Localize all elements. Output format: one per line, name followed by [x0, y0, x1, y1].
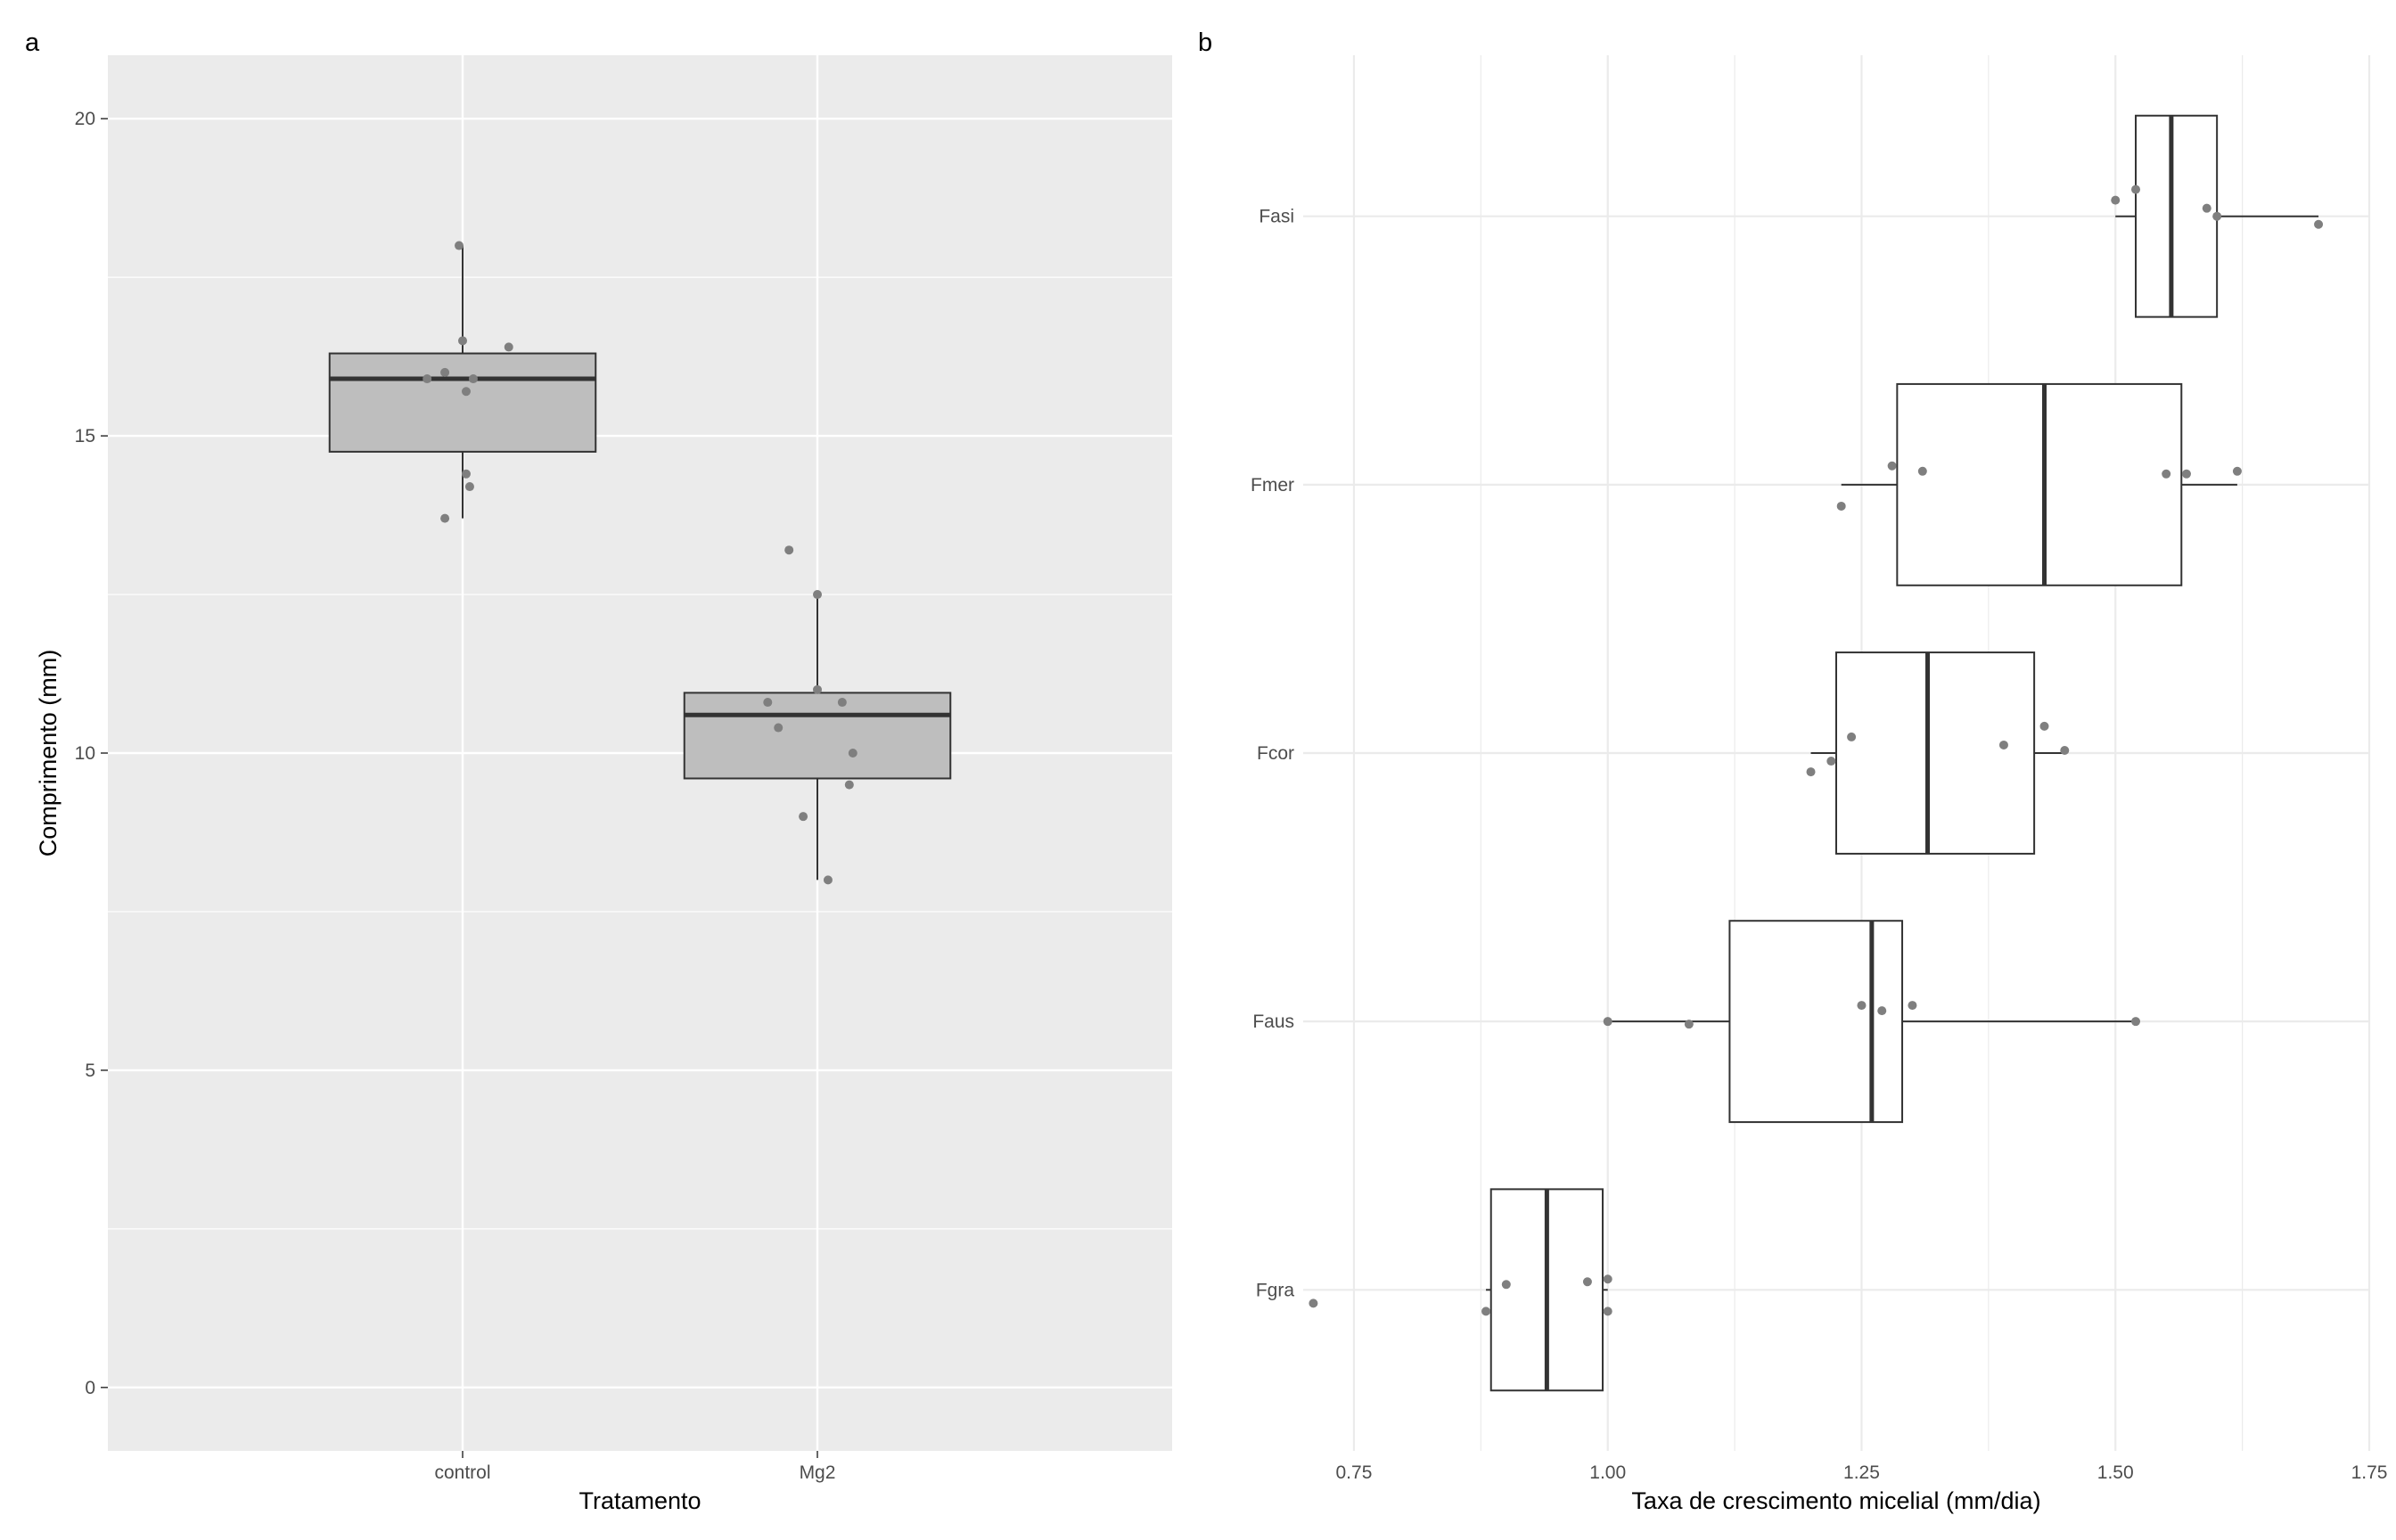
- panel-a-y-axis-ticks: 0 5 10 15 20: [75, 109, 108, 1398]
- data-point: [440, 513, 450, 523]
- y-tick-label: Faus: [1252, 1012, 1294, 1032]
- data-point: [1826, 757, 1836, 766]
- data-point: [813, 590, 822, 600]
- x-tick-label: 1.75: [2351, 1462, 2388, 1483]
- data-point: [464, 482, 474, 492]
- box-Fasi: [2115, 114, 2319, 318]
- data-point: [1806, 767, 1816, 777]
- box-iqr: [683, 692, 952, 780]
- data-point: [423, 374, 432, 384]
- y-tick-label: 15: [75, 426, 95, 446]
- data-point: [763, 698, 773, 708]
- panel-a-tag: a: [25, 29, 40, 57]
- box-iqr: [2135, 114, 2219, 318]
- y-tick-label: 20: [75, 109, 95, 129]
- data-point: [848, 749, 857, 758]
- x-tick-label: Mg2: [800, 1462, 836, 1483]
- data-point: [2039, 721, 2049, 731]
- data-point: [468, 374, 478, 384]
- data-point: [1481, 1307, 1491, 1316]
- data-point: [1847, 732, 1857, 741]
- box-iqr: [1896, 382, 2183, 586]
- panel-b-boxes: [1486, 114, 2319, 1392]
- data-point: [774, 723, 784, 733]
- x-tick-label: 1.50: [2097, 1462, 2134, 1483]
- data-point: [1857, 1001, 1867, 1011]
- data-point: [1603, 1307, 1612, 1316]
- x-tick-label: 0.75: [1336, 1462, 1373, 1483]
- x-tick-label: control: [434, 1462, 490, 1483]
- data-point: [1908, 1001, 1917, 1011]
- data-point: [799, 812, 808, 822]
- y-tick-label: 5: [85, 1061, 95, 1081]
- data-point: [1877, 1006, 1887, 1016]
- x-tick-label: 1.00: [1589, 1462, 1626, 1483]
- panel-b-y-axis-ticks: Fgra Faus Fcor Fmer Fasi: [1251, 207, 1294, 1301]
- data-point: [1998, 740, 2008, 750]
- panel-a-x-axis-title: Tratamento: [578, 1487, 701, 1514]
- data-point: [2131, 1017, 2141, 1027]
- data-point: [1309, 1298, 1318, 1308]
- panel-a-boxplot: a 0 5 10 15 20 control Mg2 Tratamento Comprim…: [25, 29, 1172, 1514]
- data-point: [2232, 466, 2242, 476]
- box-Fmer: [1841, 382, 2237, 586]
- box-Mg2: [683, 594, 952, 881]
- panel-a-x-axis-ticks: control Mg2: [434, 1451, 835, 1483]
- panel-a-boxes: [328, 245, 952, 881]
- data-point: [1917, 466, 1927, 476]
- box-Fcor: [1810, 651, 2065, 855]
- y-tick-label: Fmer: [1251, 475, 1294, 496]
- box-Faus: [1607, 920, 2137, 1124]
- data-point: [837, 698, 847, 708]
- data-point: [823, 875, 833, 885]
- y-tick-label: Fcor: [1257, 743, 1294, 764]
- x-tick-label: 1.25: [1843, 1462, 1880, 1483]
- panel-a-y-axis-title: Comprimento (mm): [35, 650, 62, 857]
- data-point: [2060, 745, 2070, 755]
- data-point: [461, 469, 471, 479]
- data-point: [2202, 203, 2211, 213]
- data-point: [813, 684, 822, 694]
- box-iqr: [1835, 651, 2036, 855]
- data-point: [784, 545, 794, 555]
- data-point: [504, 342, 513, 352]
- data-point: [2314, 219, 2324, 229]
- panel-b-x-axis-title: Taxa de crescimento micelial (mm/dia): [1631, 1487, 2040, 1514]
- y-tick-label: 0: [85, 1378, 95, 1398]
- data-point: [1887, 461, 1897, 471]
- box-Fgra: [1486, 1188, 1608, 1392]
- panel-b-tag: b: [1198, 29, 1212, 57]
- data-point: [455, 241, 464, 250]
- data-point: [2162, 469, 2171, 479]
- panel-b-x-axis-ticks: 0.75 1.00 1.25 1.50 1.75: [1336, 1462, 2388, 1483]
- data-point: [1684, 1020, 1694, 1029]
- panel-b-boxplot: b Fgra Faus Fcor Fmer Fasi 0.75 1.00 1.25 1.50 1…: [1198, 29, 2387, 1514]
- y-tick-label: Fgra: [1256, 1280, 1295, 1300]
- data-point: [1603, 1017, 1612, 1027]
- data-point: [1501, 1280, 1511, 1290]
- data-point: [844, 780, 854, 790]
- box-control: [328, 245, 597, 519]
- data-point: [461, 387, 471, 397]
- data-point: [1836, 501, 1846, 511]
- box-iqr: [328, 352, 597, 453]
- data-point: [2212, 211, 2222, 221]
- data-point: [440, 367, 450, 377]
- panel-b-points: [1309, 184, 2324, 1316]
- y-tick-label: Fasi: [1259, 207, 1294, 227]
- data-point: [458, 336, 467, 346]
- data-point: [2131, 184, 2141, 194]
- data-point: [2181, 469, 2191, 479]
- data-point: [1582, 1277, 1592, 1287]
- panel-a-points: [423, 241, 857, 885]
- data-point: [2111, 195, 2121, 205]
- box-iqr: [1728, 920, 1904, 1124]
- y-tick-label: 10: [75, 743, 95, 764]
- data-point: [1603, 1274, 1612, 1284]
